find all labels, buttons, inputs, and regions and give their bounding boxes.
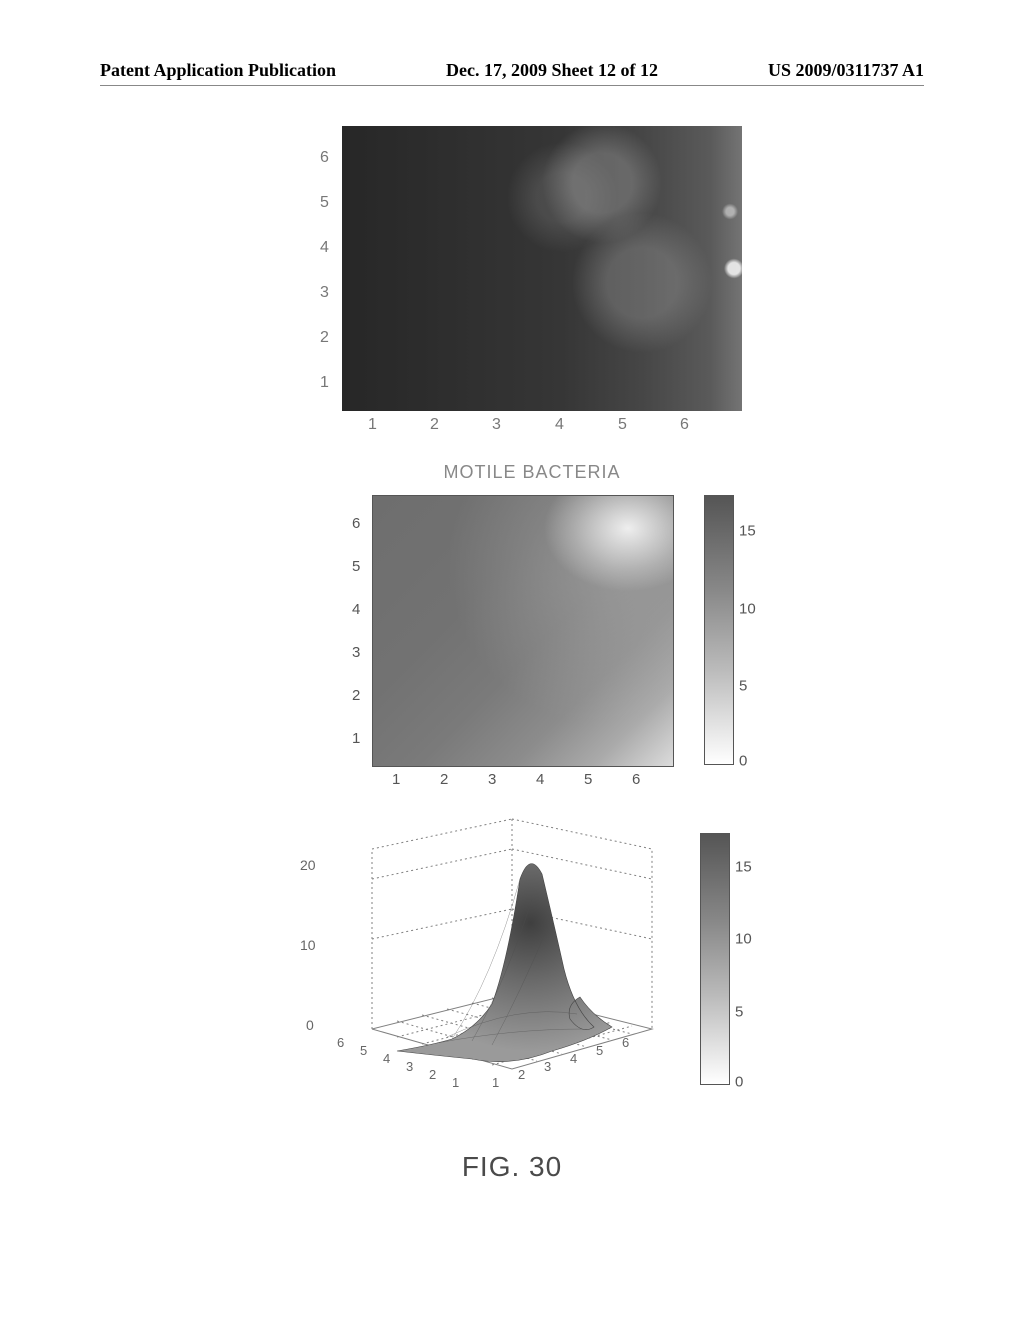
p2-cbar-tick: 5 xyxy=(739,678,747,695)
p2-cbar-tick: 15 xyxy=(739,522,756,539)
p3-xtick: 4 xyxy=(570,1051,577,1066)
p3-cbar-tick: 10 xyxy=(735,931,752,948)
p3-ztick: 10 xyxy=(300,937,316,953)
p3-ytick: 2 xyxy=(429,1067,436,1082)
p3-ytick: 4 xyxy=(383,1051,390,1066)
p1-ytick: 5 xyxy=(320,194,329,212)
p1-xtick: 3 xyxy=(492,416,501,434)
p2-ytick: 6 xyxy=(352,515,360,532)
p2-ytick: 1 xyxy=(352,730,360,747)
panel2-image-area xyxy=(372,495,674,767)
p2-ytick: 2 xyxy=(352,687,360,704)
panel3-surface: 0 10 20 6 5 4 3 2 1 1 2 3 4 5 6 15 10 5 … xyxy=(282,809,802,1149)
page-header: Patent Application Publication Dec. 17, … xyxy=(100,60,924,86)
p1-ytick: 2 xyxy=(320,329,329,347)
p3-xtick: 6 xyxy=(622,1035,629,1050)
p2-xtick: 4 xyxy=(536,771,544,788)
panel3-3dbox xyxy=(342,819,672,1099)
p2-xtick: 3 xyxy=(488,771,496,788)
figure-caption: FIG. 30 xyxy=(462,1151,562,1183)
p1-xtick: 6 xyxy=(680,416,689,434)
header-left: Patent Application Publication xyxy=(100,60,336,81)
p1-xtick: 2 xyxy=(430,416,439,434)
p3-ytick: 6 xyxy=(337,1035,344,1050)
p3-ztick: 20 xyxy=(300,857,316,873)
panel3-colorbar: 15 10 5 0 xyxy=(700,833,730,1085)
p3-ytick: 1 xyxy=(452,1075,459,1090)
p2-cbar-tick: 0 xyxy=(739,753,747,770)
p1-xtick: 4 xyxy=(555,416,564,434)
panel2-heatmap: 1 2 3 4 5 6 1 2 3 4 5 6 15 10 5 0 xyxy=(332,495,792,805)
p1-xtick: 5 xyxy=(618,416,627,434)
p3-xtick: 5 xyxy=(596,1043,603,1058)
section-title: MOTILE BACTERIA xyxy=(443,462,620,483)
p3-xtick: 3 xyxy=(544,1059,551,1074)
panel2-colorbar: 15 10 5 0 xyxy=(704,495,734,765)
p2-cbar-tick: 10 xyxy=(739,600,756,617)
p3-xtick: 2 xyxy=(518,1067,525,1082)
p2-xtick: 2 xyxy=(440,771,448,788)
p2-ytick: 4 xyxy=(352,601,360,618)
panel1-image-area xyxy=(342,126,742,411)
p3-cbar-tick: 15 xyxy=(735,858,752,875)
p2-ytick: 5 xyxy=(352,558,360,575)
panel1-photo: 1 2 3 4 5 6 1 2 3 4 5 6 xyxy=(302,126,752,446)
p1-ytick: 6 xyxy=(320,149,329,167)
p3-ytick: 5 xyxy=(360,1043,367,1058)
p1-ytick: 4 xyxy=(320,239,329,257)
header-center: Dec. 17, 2009 Sheet 12 of 12 xyxy=(446,60,658,81)
p1-ytick: 3 xyxy=(320,284,329,302)
p3-cbar-tick: 5 xyxy=(735,1003,743,1020)
p1-ytick: 1 xyxy=(320,374,329,392)
p2-ytick: 3 xyxy=(352,644,360,661)
p3-cbar-tick: 0 xyxy=(735,1073,743,1090)
header-right: US 2009/0311737 A1 xyxy=(768,60,924,81)
p3-xtick: 1 xyxy=(492,1075,499,1090)
p2-xtick: 5 xyxy=(584,771,592,788)
p3-ztick: 0 xyxy=(306,1017,314,1033)
p2-xtick: 1 xyxy=(392,771,400,788)
p2-xtick: 6 xyxy=(632,771,640,788)
p3-ytick: 3 xyxy=(406,1059,413,1074)
figure-container: 1 2 3 4 5 6 1 2 3 4 5 6 MOTILE BACTERIA … xyxy=(100,126,924,1183)
p1-xtick: 1 xyxy=(368,416,377,434)
